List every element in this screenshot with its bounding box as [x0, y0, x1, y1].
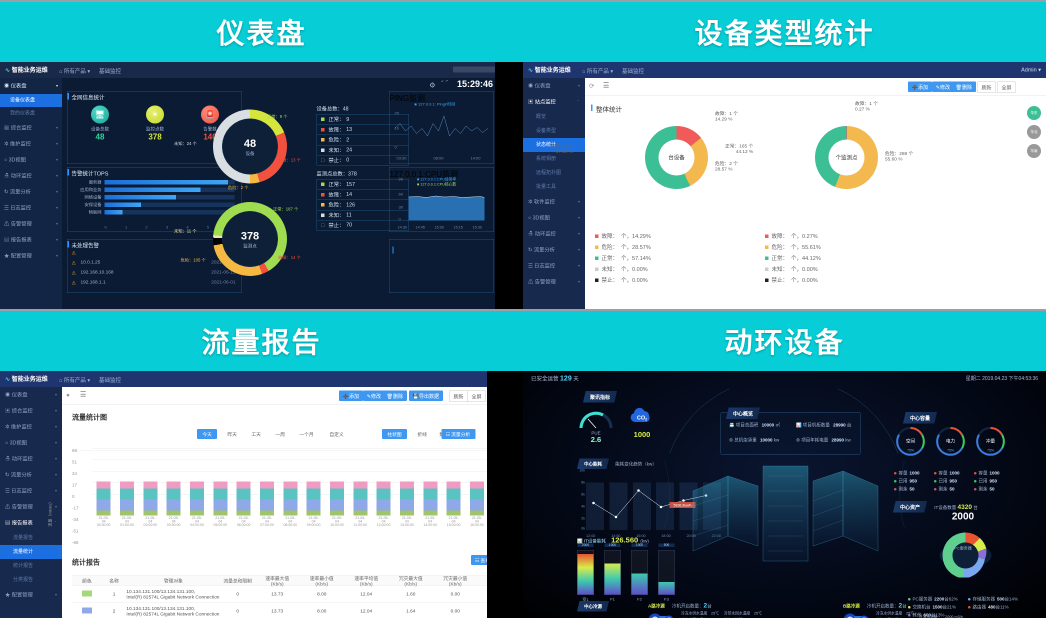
- svg-text:60: 60: [399, 192, 404, 197]
- svg-text:0: 0: [399, 217, 402, 221]
- svg-text:20: 20: [395, 111, 400, 116]
- svg-text:10: 10: [395, 126, 400, 131]
- svg-text:90: 90: [399, 177, 404, 182]
- svg-text:0: 0: [395, 145, 398, 149]
- svg-text:30: 30: [399, 205, 404, 210]
